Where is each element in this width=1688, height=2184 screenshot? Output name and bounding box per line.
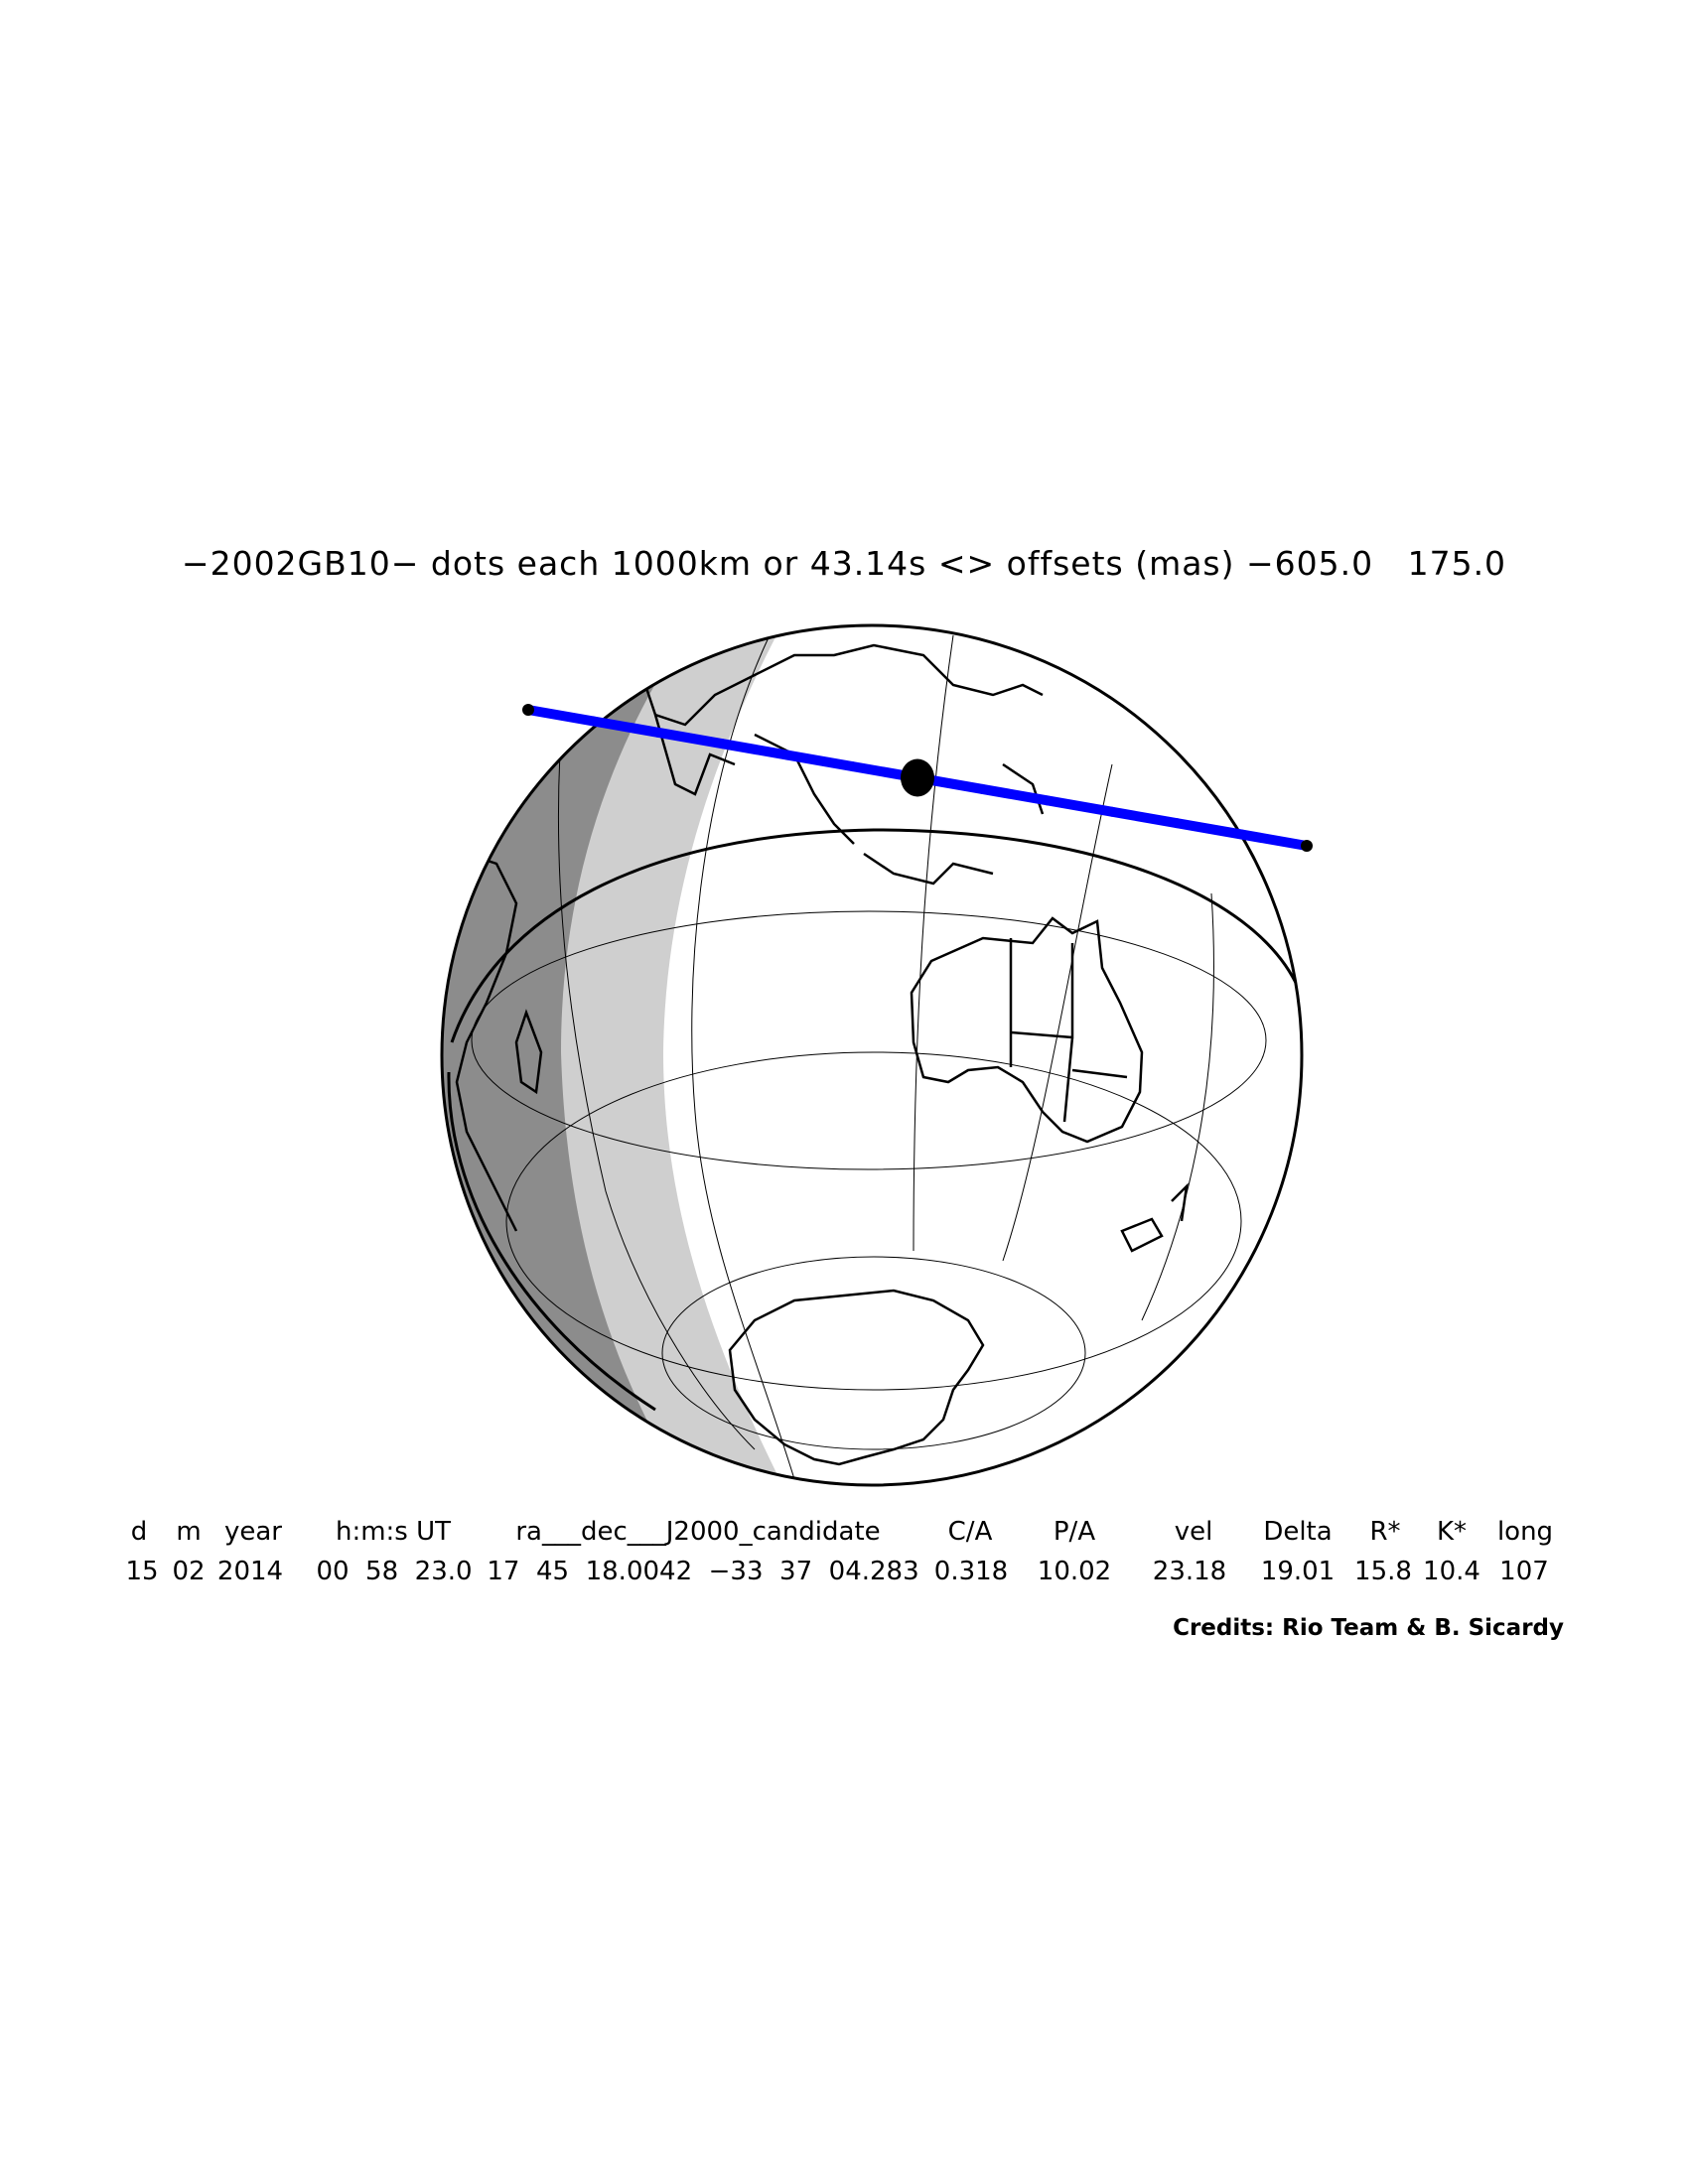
occultation-path: [522, 704, 1313, 852]
path-dot: [1236, 829, 1247, 840]
path-dot: [1172, 818, 1183, 829]
path-dot: [782, 750, 793, 760]
path-dot: [1042, 795, 1053, 806]
path-dot: [1301, 840, 1313, 852]
coastlines: [455, 643, 1189, 1466]
path-dot: [718, 739, 728, 750]
path-dot: [588, 716, 599, 727]
plot-title: −2002GB10− dots each 1000km or 43.14s <>…: [181, 544, 1507, 583]
antarctica-outline: [728, 1289, 985, 1466]
path-dot: [977, 783, 988, 794]
graticule: [471, 634, 1267, 1480]
newzealand-outline: [1120, 1182, 1189, 1253]
equator: [450, 828, 1298, 1043]
australia-outline: [910, 916, 1144, 1144]
path-dot: [1107, 806, 1117, 817]
path-dot: [522, 704, 534, 716]
state-borders: [1009, 938, 1128, 1123]
credits: Credits: Rio Team & B. Sicardy: [1173, 1615, 1564, 1641]
asia-outline: [585, 643, 1045, 886]
closest-approach-marker: [901, 758, 934, 797]
path-dot: [847, 761, 858, 772]
globe-outline: [440, 623, 1304, 1487]
path-dot: [652, 727, 663, 738]
africa-outline: [455, 852, 543, 1232]
